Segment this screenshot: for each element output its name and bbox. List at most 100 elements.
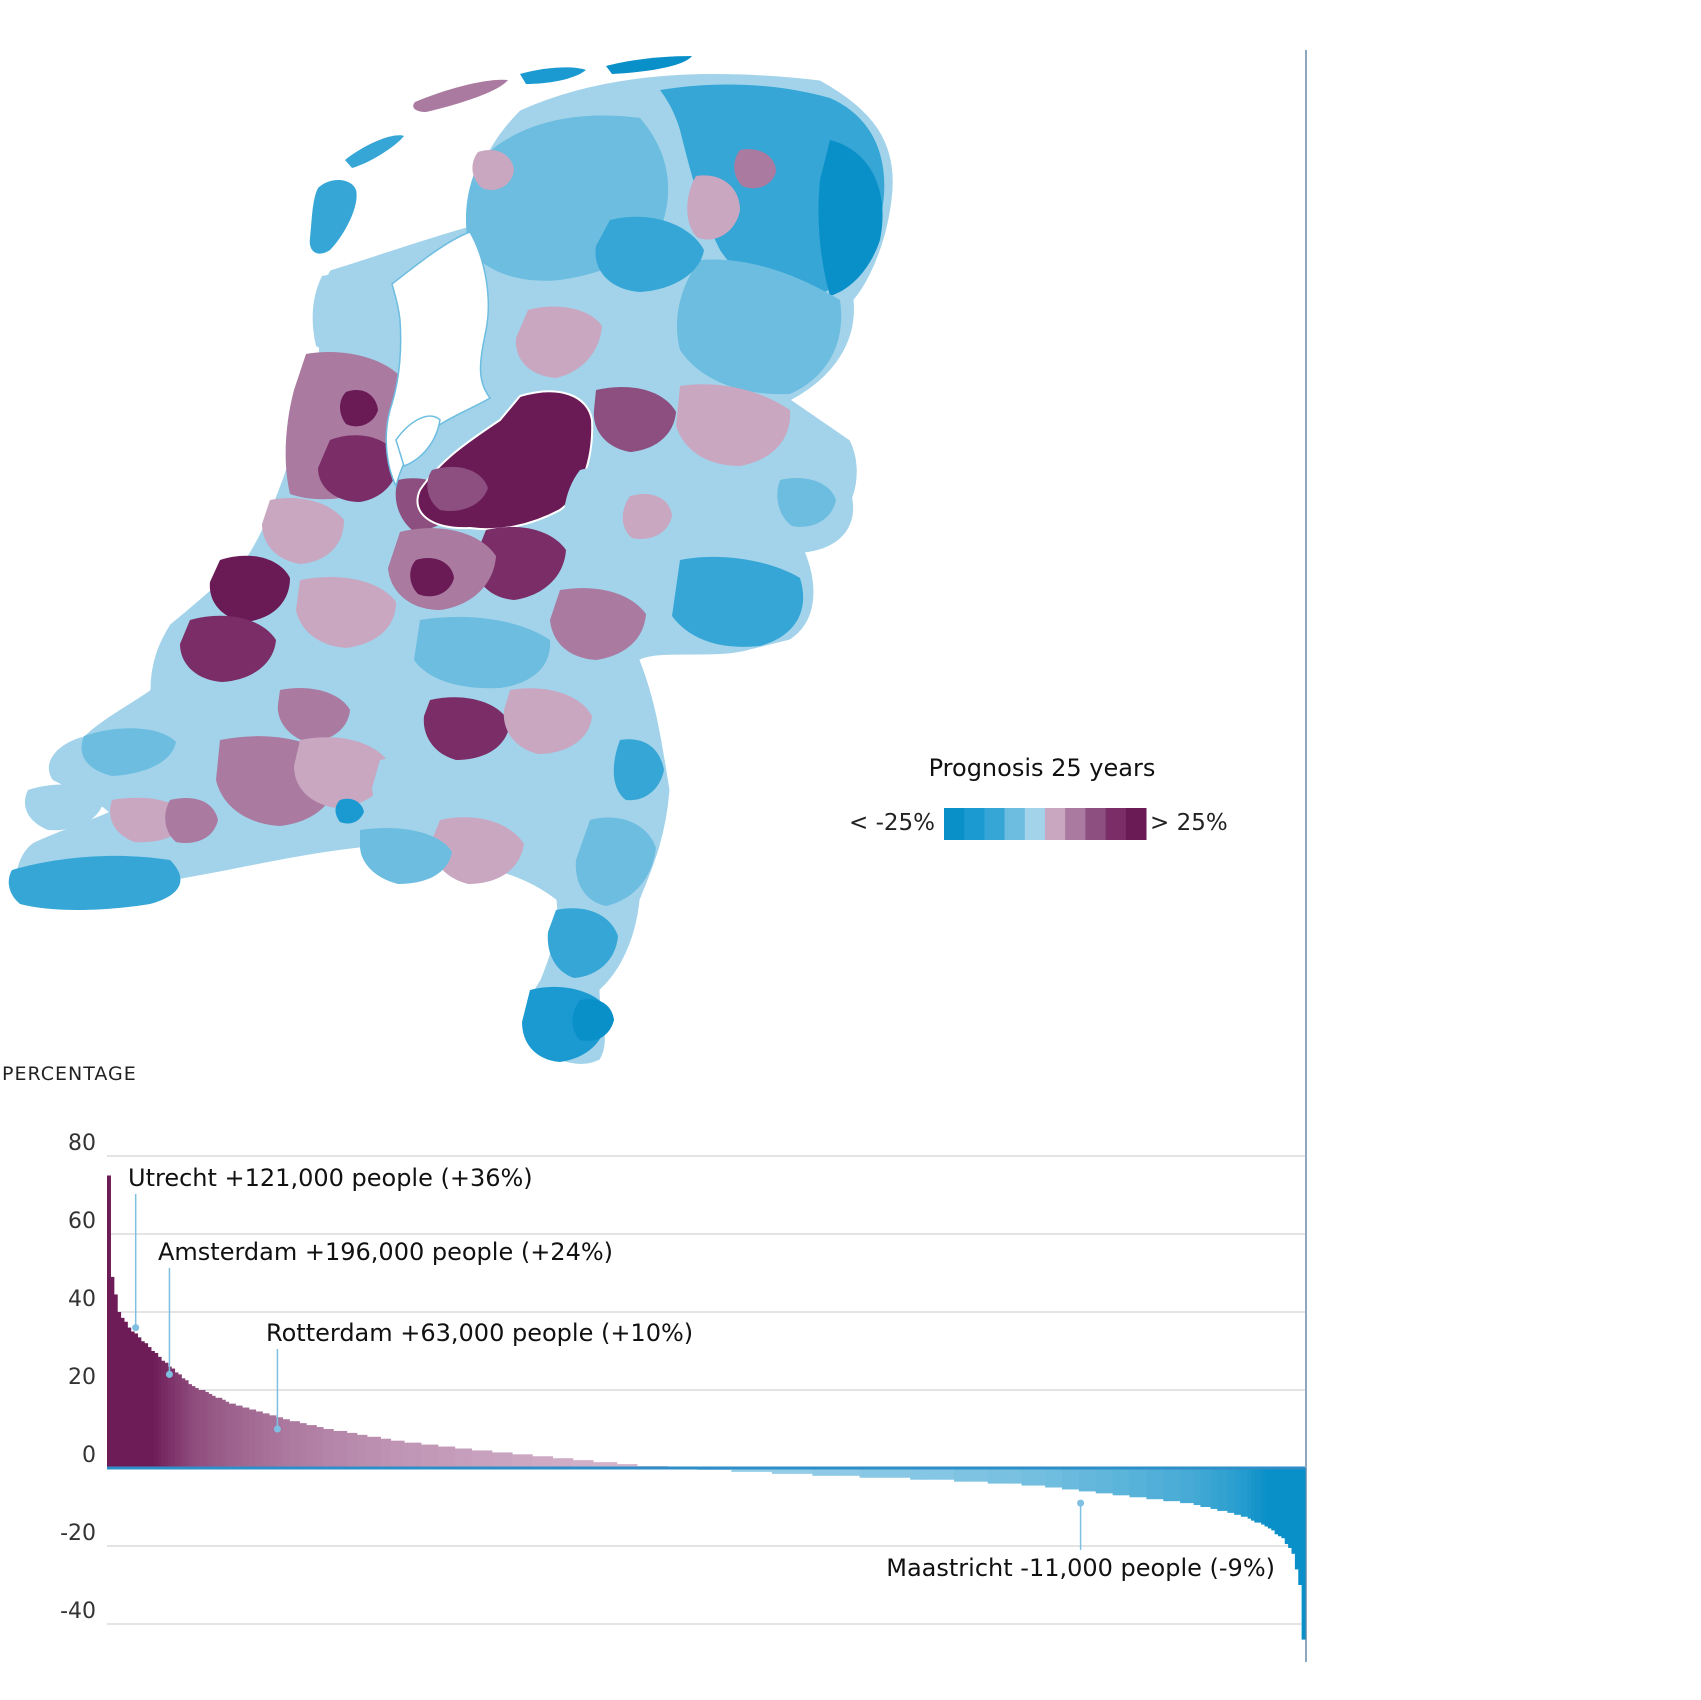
bar [191,1386,196,1468]
bar [1210,1468,1215,1509]
legend: Prognosis 25 years < -25% > 25% [849,754,1228,840]
bar [370,1436,375,1468]
bar [225,1401,230,1468]
bar [589,1460,594,1468]
bar [923,1468,928,1480]
bar [606,1462,611,1468]
bar [1085,1468,1090,1492]
bar [545,1456,550,1468]
legend-swatch-5 [1024,808,1046,840]
bar [1217,1468,1222,1511]
bar [1291,1468,1296,1554]
bar [1011,1468,1016,1484]
bar [522,1454,527,1468]
bar [471,1450,476,1468]
bar [778,1468,783,1474]
bar [130,1331,135,1468]
bar [1045,1468,1050,1488]
bar [363,1434,368,1468]
legend-color-scale [944,808,1147,840]
bar [1146,1468,1151,1500]
bar [1109,1468,1114,1494]
bar [1301,1468,1306,1640]
bar [495,1452,500,1468]
bar [781,1468,786,1474]
bar [1119,1468,1124,1496]
bar [447,1446,452,1468]
bar [559,1458,564,1468]
bar [329,1429,334,1468]
bar [846,1468,851,1476]
bar [1244,1468,1249,1517]
map-region-den-bosch [423,697,510,760]
bar [137,1337,142,1468]
bar [525,1454,530,1468]
map-region-drenthe-core [595,216,704,292]
map-region-schouwen [81,728,176,776]
map-region-dordrecht [277,688,350,742]
bar [940,1468,945,1480]
bar [1180,1468,1185,1504]
bar [866,1468,871,1478]
bar [1143,1468,1147,1498]
map-region-amersfoort [474,526,566,600]
bar [1018,1468,1023,1484]
bar [214,1397,219,1468]
bar [198,1390,203,1468]
bar [1220,1468,1225,1511]
bar [1116,1468,1120,1496]
bar [140,1341,145,1468]
map-island-ameland [520,67,586,84]
bar [518,1454,523,1468]
bar [1288,1468,1293,1548]
bar [275,1417,280,1468]
bar [1207,1468,1212,1507]
bar [808,1468,813,1474]
bar [616,1464,621,1468]
bar [262,1413,267,1468]
bar [582,1460,587,1468]
bar [1132,1468,1137,1498]
bar [1203,1468,1208,1507]
bar [792,1468,797,1474]
bar [1038,1468,1043,1486]
bar [204,1391,209,1468]
bar [960,1468,965,1482]
bar [795,1468,800,1474]
bar [788,1468,793,1474]
map-region-helmond [513,777,604,844]
bar [869,1468,874,1478]
annotation-label: Maastricht -11,000 people (-9%) [886,1554,1275,1582]
bar [164,1362,169,1468]
bar [417,1442,422,1468]
bar [633,1464,638,1468]
bar [150,1351,155,1468]
bar [943,1468,948,1480]
bar [312,1425,317,1468]
bar [123,1321,128,1468]
bar [420,1444,425,1468]
bar [619,1464,624,1468]
bar [886,1468,891,1478]
bar [579,1460,584,1468]
bar [549,1456,554,1468]
bar [346,1432,351,1468]
bar [238,1405,243,1468]
bar [322,1429,327,1468]
bar [1065,1468,1070,1490]
legend-swatch-10 [1125,808,1147,840]
bar [603,1462,608,1468]
bar [771,1468,776,1474]
bar [285,1419,290,1468]
bar [1251,1468,1255,1521]
bar [812,1468,817,1476]
bar [353,1432,358,1468]
bar [981,1468,986,1482]
bar [397,1440,402,1468]
bar [741,1468,746,1472]
bar [1166,1468,1171,1502]
bar [120,1317,125,1468]
bar [366,1436,371,1468]
bar [613,1462,618,1468]
bar [1213,1468,1218,1509]
